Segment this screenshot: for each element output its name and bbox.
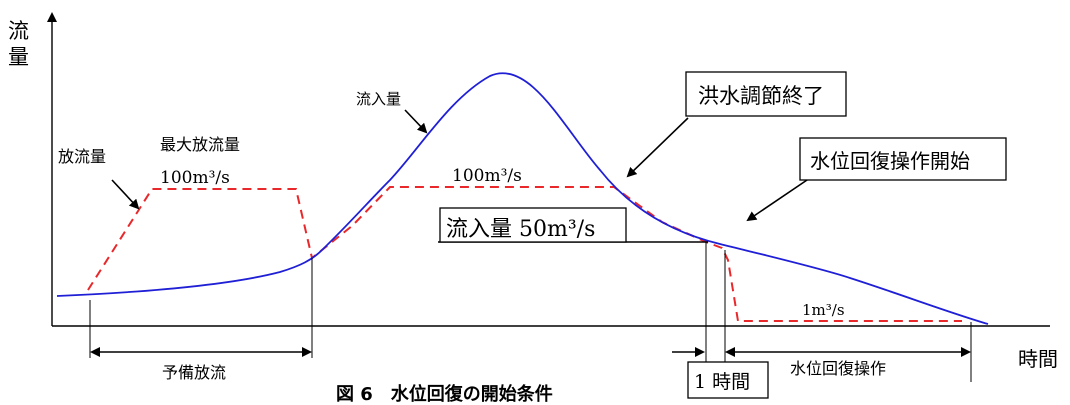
y-axis-label-2: 量 — [8, 45, 29, 69]
inflow-threshold-label: 流入量 50m³/s — [446, 217, 595, 242]
recovery-start-box — [799, 137, 1007, 181]
recovery-start-label: 水位回復操作開始 — [810, 149, 970, 173]
flood-end-pointer-arrow — [626, 117, 689, 178]
inflow-pointer-arrow — [404, 109, 428, 134]
outflow-curve — [87, 186, 962, 322]
mid-outflow-rate: 100m³/s — [452, 166, 522, 186]
pre-release-label: 予備放流 — [162, 363, 226, 382]
flood-control-end-label: 洪水調節終了 — [698, 84, 824, 108]
recovery-operation-label: 水位回復操作 — [790, 359, 886, 378]
one-hour-label: 1 時間 — [694, 371, 750, 393]
max-outflow-title: 最大放流量 — [160, 135, 240, 154]
outflow-pointer-arrow — [111, 179, 140, 210]
figure-caption: 図 6 水位回復の開始条件 — [336, 383, 553, 405]
outflow-label: 放流量 — [58, 147, 106, 166]
inflow-curve — [56, 72, 989, 325]
y-axis-label-1: 流 — [8, 19, 29, 43]
x-axis-label: 時間 — [1018, 347, 1058, 371]
min-outflow-rate: 1m³/s — [802, 301, 845, 319]
inflow-threshold-box — [439, 207, 627, 243]
max-outflow-rate: 100m³/s — [160, 168, 230, 188]
recovery-start-pointer-arrow — [746, 177, 811, 222]
one-hour-box — [687, 361, 769, 399]
flood-control-end-box — [685, 71, 847, 117]
inflow-label: 流入量 — [356, 90, 401, 108]
